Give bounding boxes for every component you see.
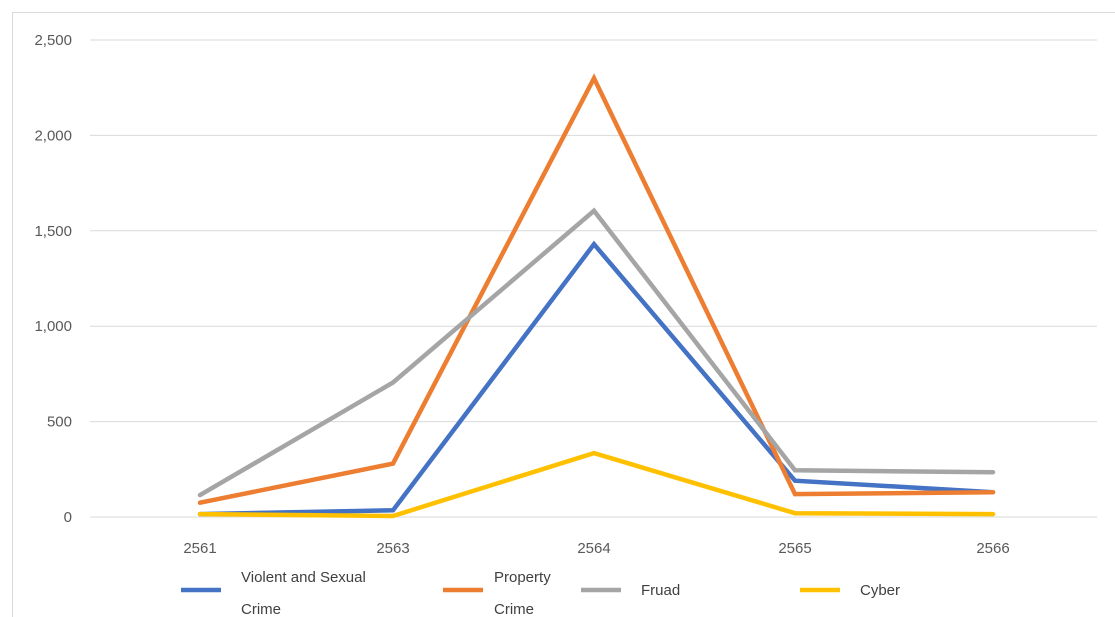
gridlines <box>90 39 1097 518</box>
series-line-violent-and-sexual-crime <box>197 240 996 517</box>
y-axis-tick-labels: 0 500 1,000 1,500 2,000 2,500 <box>34 32 72 526</box>
y-tick-label: 0 <box>64 509 72 526</box>
x-tick-label: 2565 <box>778 540 811 557</box>
legend-label-continued: Crime <box>241 601 281 617</box>
series-lines <box>197 73 996 519</box>
legend-label: Property <box>494 569 551 586</box>
y-tick-label: 1,000 <box>34 318 72 335</box>
y-tick-label: 500 <box>47 414 72 431</box>
series-line-cyber <box>197 450 996 519</box>
y-tick-label: 2,500 <box>34 32 72 49</box>
legend-label: Fruad <box>641 582 680 599</box>
x-tick-label: 2563 <box>376 540 409 557</box>
series-line-property-crime <box>197 73 996 505</box>
y-tick-label: 1,500 <box>34 223 72 240</box>
chart-frame <box>12 12 1115 617</box>
legend-label: Violent and Sexual <box>241 569 366 586</box>
legend: Violent and Sexual Crime Property Crime Frua… <box>181 569 900 617</box>
y-tick-label: 2,000 <box>34 127 72 144</box>
x-axis-tick-labels: 2561 2563 2564 2565 2566 <box>183 540 1009 557</box>
legend-label-continued: Crime <box>494 601 534 617</box>
x-tick-label: 2561 <box>183 540 216 557</box>
x-tick-label: 2566 <box>976 540 1009 557</box>
legend-label: Cyber <box>860 582 900 599</box>
series-line-fruad <box>197 207 996 498</box>
x-tick-label: 2564 <box>577 540 610 557</box>
